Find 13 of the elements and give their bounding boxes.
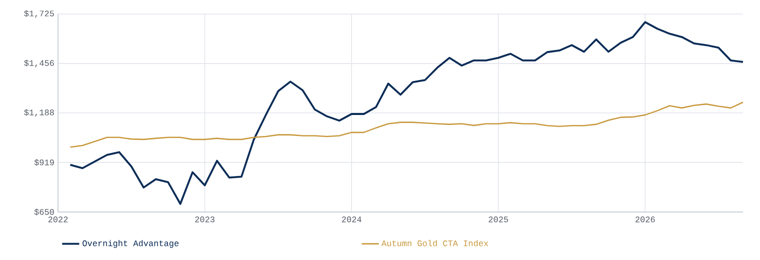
x-tick-label: 2025 xyxy=(488,216,508,222)
x-tick-label: 2024 xyxy=(342,216,362,222)
x-tick-label: 2023 xyxy=(195,216,214,222)
legend-label: Autumn Gold CTA Index xyxy=(381,240,488,246)
y-tick-label: $1,456 xyxy=(24,60,54,68)
y-tick-label: $1,188 xyxy=(24,109,54,117)
y-tick-label: $1,725 xyxy=(24,10,54,18)
y-tick-label: $919 xyxy=(34,159,54,166)
line-series xyxy=(70,102,744,148)
x-tick-label: 2022 xyxy=(48,216,68,222)
y-tick-label: $650 xyxy=(34,208,54,216)
legend-label: Overnight Advantage xyxy=(82,240,179,248)
x-tick-label: 2026 xyxy=(636,216,655,222)
